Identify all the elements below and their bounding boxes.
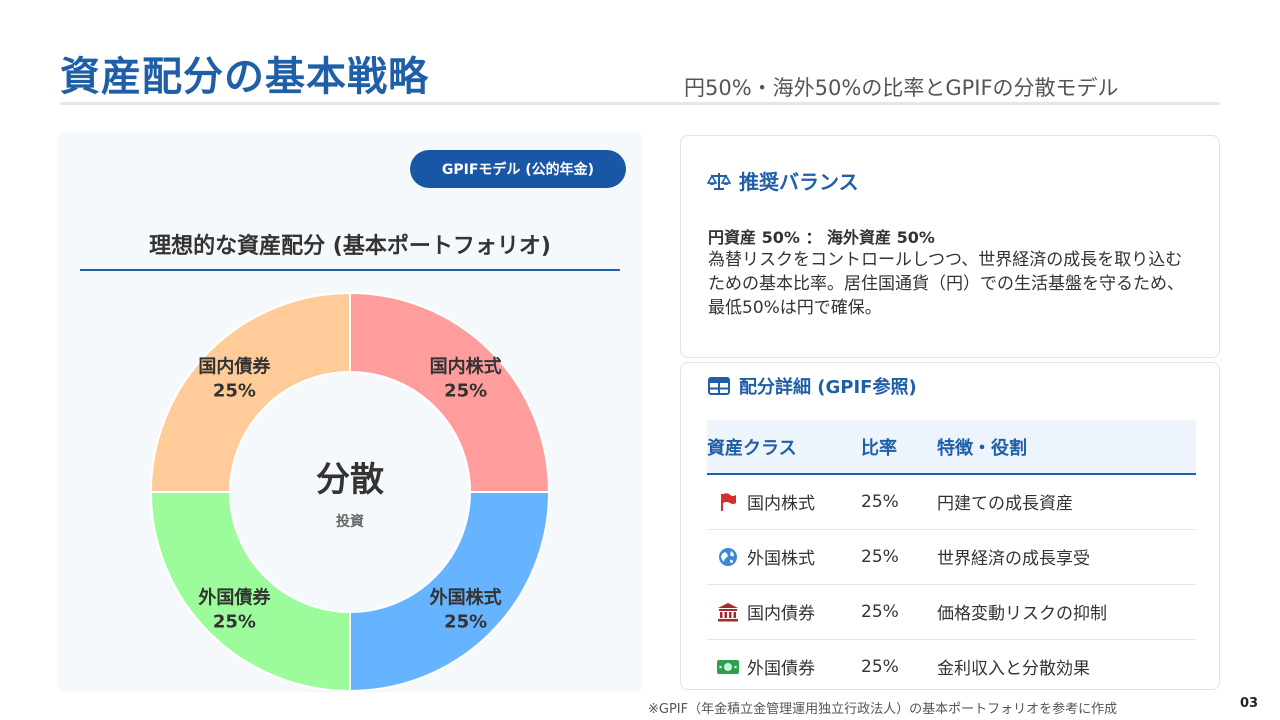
table-icon <box>707 376 731 396</box>
asset-name: 国内株式 <box>747 494 815 515</box>
chart-heading: 理想的な資産配分 (基本ポートフォリオ) <box>149 234 551 259</box>
donut-slice <box>149 291 351 493</box>
balance-heading: 推奨バランス <box>739 170 859 194</box>
column-header: 特徴・役割 <box>937 420 1196 475</box>
slice-label: 国内株式 <box>430 355 502 377</box>
asset-role: 世界経済の成長享受 <box>937 529 1196 585</box>
page-number: 03 <box>1240 696 1259 711</box>
table-row: 外国株式 25% 世界経済の成長享受 <box>707 529 1196 585</box>
allocation-header: 配分詳細 (GPIF参照) <box>707 373 917 399</box>
column-header: 比率 <box>861 420 937 475</box>
asset-ratio: 25% <box>861 474 937 530</box>
table-row: 国内債券 25% 価格変動リスクの抑制 <box>707 584 1196 640</box>
slice-label: 国内債券 <box>198 355 271 377</box>
allocation-heading: 配分詳細 (GPIF参照) <box>739 377 917 398</box>
slice-value-label: 25% <box>444 380 487 401</box>
money-icon <box>715 656 741 678</box>
gpif-badge: GPIFモデル (公的年金) <box>410 150 626 188</box>
donut-slice <box>349 291 551 493</box>
globe-icon <box>715 546 741 568</box>
asset-role: 円建ての成長資産 <box>937 474 1196 530</box>
asset-ratio: 25% <box>861 584 937 640</box>
bank-icon <box>715 601 741 623</box>
asset-name: 外国債券 <box>747 659 815 680</box>
slice-value-label: 25% <box>444 612 487 633</box>
asset-ratio: 25% <box>861 529 937 585</box>
balance-card: 推奨バランス 円資産 50% ： 海外資産 50% 為替リスクをコントロールしつ… <box>680 135 1220 358</box>
slice-label: 外国債券 <box>198 587 271 609</box>
allocation-card: 配分詳細 (GPIF参照) 資産クラス 比率 特徴・役割 国内株式 <box>680 362 1220 690</box>
table-row: 外国債券 25% 金利収入と分散効果 <box>707 639 1196 694</box>
balance-ratio: 円資産 50% ： 海外資産 50% <box>708 228 935 247</box>
donut-center-sublabel: 投資 <box>336 513 364 530</box>
asset-ratio: 25% <box>861 656 899 677</box>
title-divider <box>60 102 1220 105</box>
chart-heading-underline <box>80 269 620 271</box>
donut-center-label: 分散 <box>316 460 384 500</box>
donut-slice <box>349 491 551 692</box>
column-header: 資産クラス <box>707 420 861 475</box>
asset-name: 国内債券 <box>747 604 815 624</box>
page-subtitle: 円50%・海外50%の比率とGPIFの分散モデル <box>684 76 1119 100</box>
slice-label: 外国株式 <box>430 587 502 609</box>
scale-icon <box>707 171 731 191</box>
donut-slice <box>149 491 351 692</box>
chart-panel: GPIFモデル (公的年金) 理想的な資産配分 (基本ポートフォリオ) 国内株式… <box>58 132 642 692</box>
asset-role: 金利収入と分散効果 <box>937 659 1090 680</box>
slice-value-label: 25% <box>213 612 256 633</box>
allocation-table: 資産クラス 比率 特徴・役割 国内株式 25% 円建ての成長資産 <box>707 420 1196 694</box>
footnote: ※GPIF（年金積立金管理運用独立行政法人）の基本ポートフォリオを参考に作成 <box>648 702 1118 717</box>
page-title: 資産配分の基本戦略 <box>60 54 429 100</box>
asset-name: 外国株式 <box>747 549 815 569</box>
table-row: 国内株式 25% 円建ての成長資産 <box>707 474 1196 530</box>
balance-header: 推奨バランス <box>707 166 859 195</box>
slice-value-label: 25% <box>213 380 256 401</box>
table-header-row: 資産クラス 比率 特徴・役割 <box>707 420 1196 475</box>
asset-role: 価格変動リスクの抑制 <box>937 584 1196 640</box>
flag-icon <box>715 491 741 513</box>
balance-description: 為替リスクをコントロールしつつ、世界経済の成長を取り込むための基本比率。居住国通… <box>708 250 1184 318</box>
